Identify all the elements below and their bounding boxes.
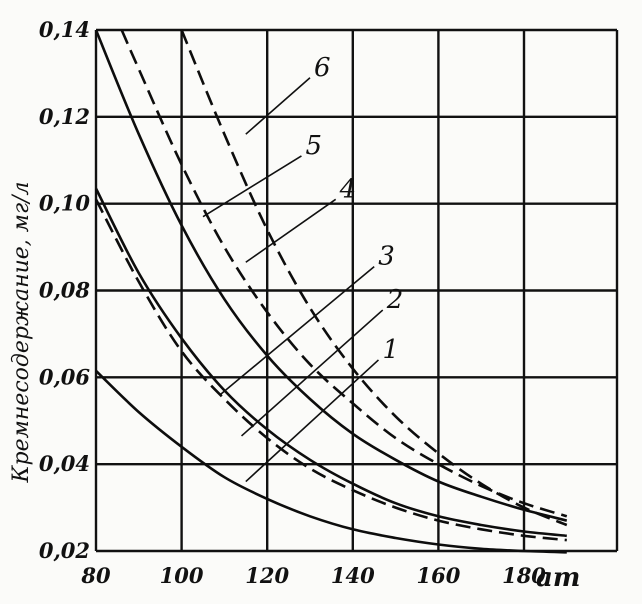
y-tick-label: 0,06 [39, 364, 91, 389]
y-tick-label: 0,08 [39, 278, 91, 303]
y-tick-label: 0,10 [39, 191, 91, 216]
curve-1 [95, 369, 567, 554]
curve-labels: 6 54 3 2 1 [202, 53, 404, 483]
y-axis-label: Кремнесодержание, мг/л [9, 181, 34, 483]
leader-line-2 [240, 309, 384, 437]
curve-label-6: 6 [314, 53, 331, 83]
curve-label-4: 4 [339, 174, 357, 204]
x-tick-label: 120 [245, 563, 289, 588]
curve-label-3: 3 [378, 242, 395, 272]
leader-line-6 [245, 77, 311, 135]
y-tick-label: 0,02 [39, 538, 90, 563]
tick-labels: 80 100 120 140 160 180 0,02 0,04 0,06 0,08 0,10 0,1… [39, 17, 546, 588]
y-tick-label: 0,04 [39, 451, 90, 476]
x-tick-label: 100 [160, 563, 204, 588]
curve-2 [94, 198, 567, 542]
curve-3 [94, 187, 567, 538]
curves [94, 29, 568, 554]
leader-line-1 [245, 359, 380, 483]
curve-5 [120, 29, 568, 518]
x-tick-label: 180 [502, 563, 546, 588]
leader-line-5 [202, 155, 302, 218]
x-tick-label: 160 [416, 563, 460, 588]
leader-line-3 [219, 266, 375, 396]
curve-6 [180, 29, 568, 527]
curve-4 [94, 29, 568, 522]
x-axis-unit: ат [536, 563, 580, 593]
curve-label-2: 2 [386, 285, 404, 315]
curve-label-1: 1 [382, 335, 399, 365]
x-tick-label: 80 [80, 563, 111, 588]
leader-line-4 [245, 198, 337, 263]
grid [94, 28, 619, 553]
x-tick-label: 140 [331, 563, 375, 588]
y-tick-label: 0,12 [39, 104, 90, 129]
y-tick-label: 0,14 [39, 17, 90, 42]
curve-label-5: 5 [305, 131, 322, 161]
